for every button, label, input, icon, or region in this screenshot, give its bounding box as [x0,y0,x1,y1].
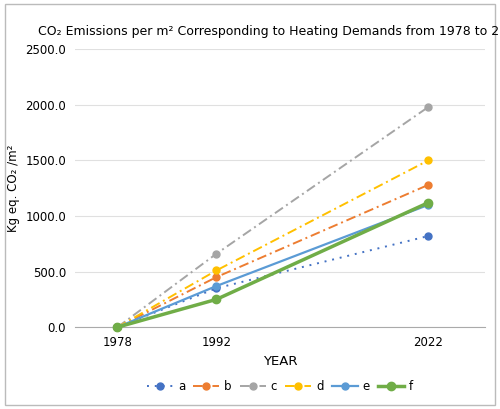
Title: CO₂ Emissions per m² Corresponding to Heating Demands from 1978 to 2022: CO₂ Emissions per m² Corresponding to He… [38,25,500,38]
Y-axis label: Kg eq. CO₂ /m²: Kg eq. CO₂ /m² [6,144,20,232]
Legend: a, b, c, d, e, f: a, b, c, d, e, f [148,380,412,393]
X-axis label: YEAR: YEAR [263,355,297,368]
